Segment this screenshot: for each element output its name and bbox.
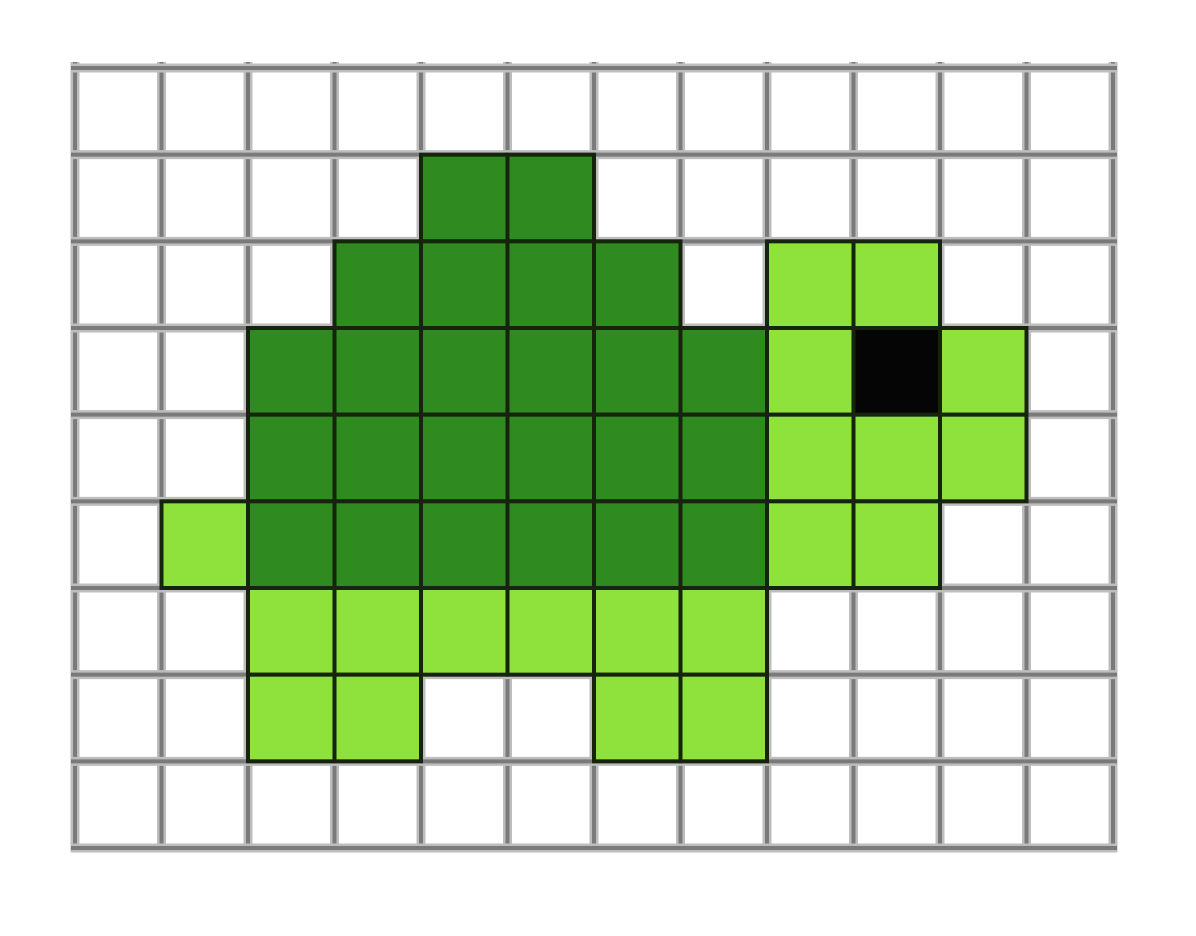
pixel [938, 412, 1029, 504]
pixel [678, 499, 769, 591]
pixel [765, 326, 856, 417]
pixel [505, 326, 596, 417]
pixel [592, 412, 683, 504]
pixel [592, 672, 683, 764]
pixel [419, 152, 510, 244]
pixel [505, 412, 596, 504]
pixel [851, 499, 942, 591]
pixel [246, 326, 337, 417]
pixel [678, 412, 769, 504]
pixel [246, 412, 337, 504]
pixel [246, 499, 337, 591]
pixel [765, 499, 856, 591]
pixel [765, 239, 856, 330]
pixel [419, 326, 510, 417]
pixel [419, 586, 510, 677]
pixel [419, 239, 510, 330]
pixel [505, 239, 596, 330]
pixel [592, 499, 683, 591]
pixel [592, 586, 683, 677]
pixel [592, 239, 683, 330]
pixel [592, 326, 683, 417]
pixel [332, 412, 423, 504]
pixel [851, 326, 942, 417]
pixel [332, 672, 423, 764]
pixel [332, 239, 423, 330]
pixel [505, 499, 596, 591]
pixel [678, 672, 769, 764]
pixel [678, 586, 769, 677]
pixel [159, 499, 250, 591]
pixel [851, 412, 942, 504]
pixel [246, 586, 337, 677]
pixel [851, 239, 942, 330]
pixel [765, 412, 856, 504]
pixel [246, 672, 337, 764]
pixel [332, 326, 423, 417]
pixel [505, 152, 596, 244]
pixel [332, 499, 423, 591]
pixel [678, 326, 769, 417]
pixel [419, 412, 510, 504]
pixel [505, 586, 596, 677]
pixel [332, 586, 423, 677]
pixel [419, 499, 510, 591]
pixel [938, 326, 1029, 417]
